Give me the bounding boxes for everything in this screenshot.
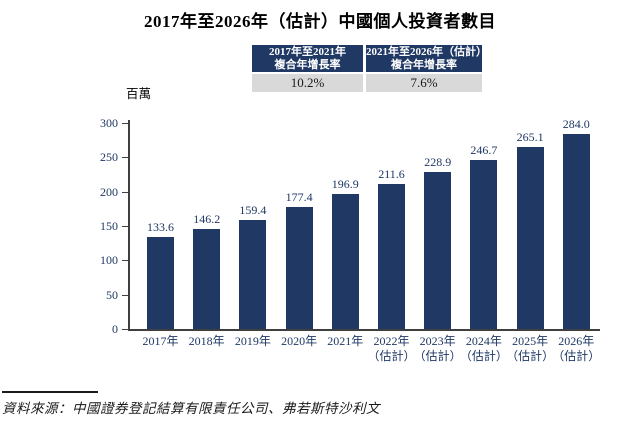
bar <box>285 207 313 329</box>
growth-header-line: 2021年至2026年（估計） <box>366 45 487 58</box>
x-category-label: 2019年 <box>234 334 271 348</box>
x-category-label: 2022年 （估計） <box>367 334 416 363</box>
growth-header-line: 複合年增長率 <box>391 58 457 71</box>
bar-value-label: 284.0 <box>562 116 590 131</box>
bar-value-label: 133.6 <box>147 220 174 235</box>
bar <box>470 159 498 329</box>
y-tick-label: 150 <box>100 219 118 233</box>
bar <box>516 146 544 329</box>
y-axis-tick <box>122 294 128 296</box>
y-tick-label: 50 <box>106 287 118 302</box>
y-axis-line <box>128 120 130 329</box>
bar-value-label: 246.7 <box>470 142 498 157</box>
y-tick-label: 200 <box>100 184 118 199</box>
y-tick-label: 300 <box>100 116 118 130</box>
y-axis-tick <box>122 123 128 124</box>
x-category-label: 2018年 <box>188 334 225 348</box>
bar <box>193 228 221 329</box>
growth-header-line: 2017年至2021年 <box>269 45 346 58</box>
bar-value-label: 196.9 <box>331 176 359 191</box>
y-axis-tick <box>122 329 128 330</box>
bar-value-label: 159.4 <box>239 202 267 217</box>
x-category-label: 2017年 <box>142 334 179 348</box>
y-axis-tick <box>122 226 128 227</box>
y-axis-tick <box>122 260 128 262</box>
y-tick-label: 250 <box>100 150 118 165</box>
bar-value-label: 211.6 <box>378 166 405 181</box>
y-axis-unit-label: 百萬 <box>126 87 152 101</box>
bar-value-label: 228.9 <box>424 154 452 169</box>
growth-table-value-col1: 10.2% <box>252 74 363 92</box>
page-title: 2017年至2026年（估計）中國個人投資者數目 <box>144 12 496 31</box>
source-divider <box>2 391 98 393</box>
bar <box>331 193 359 329</box>
source-note: 資料來源：中國證券登記結算有限責任公司、弗若斯特沙利文 <box>2 401 380 416</box>
y-tick-label: 0 <box>112 322 118 336</box>
bar <box>562 133 590 329</box>
bar-value-label: 177.4 <box>285 190 313 205</box>
bar <box>239 219 267 329</box>
x-category-label: 2024年 （估計） <box>459 334 508 363</box>
y-axis-tick <box>122 157 128 159</box>
growth-header-line: 複合年增長率 <box>274 58 341 71</box>
bar <box>378 183 405 329</box>
bar <box>147 237 174 329</box>
x-category-label: 2026年 （估計） <box>552 334 601 363</box>
x-category-label: 2020年 <box>281 334 318 348</box>
x-axis-line <box>128 329 600 331</box>
bar-value-label: 265.1 <box>516 129 544 144</box>
x-category-label: 2021年 <box>327 334 364 348</box>
x-category-label: 2023年 （估計） <box>413 334 462 363</box>
x-category-label: 2025年 （估計） <box>506 334 555 363</box>
bar <box>424 171 452 329</box>
growth-table-header-col1: 2017年至2021年 複合年增長率 <box>252 45 363 72</box>
growth-table-header-col2: 2021年至2026年（估計） 複合年增長率 <box>366 45 487 72</box>
y-tick-label: 100 <box>100 253 118 268</box>
bar-value-label: 146.2 <box>193 211 221 226</box>
growth-table-value-col2: 7.6% <box>366 74 482 92</box>
y-axis-tick <box>122 191 128 193</box>
